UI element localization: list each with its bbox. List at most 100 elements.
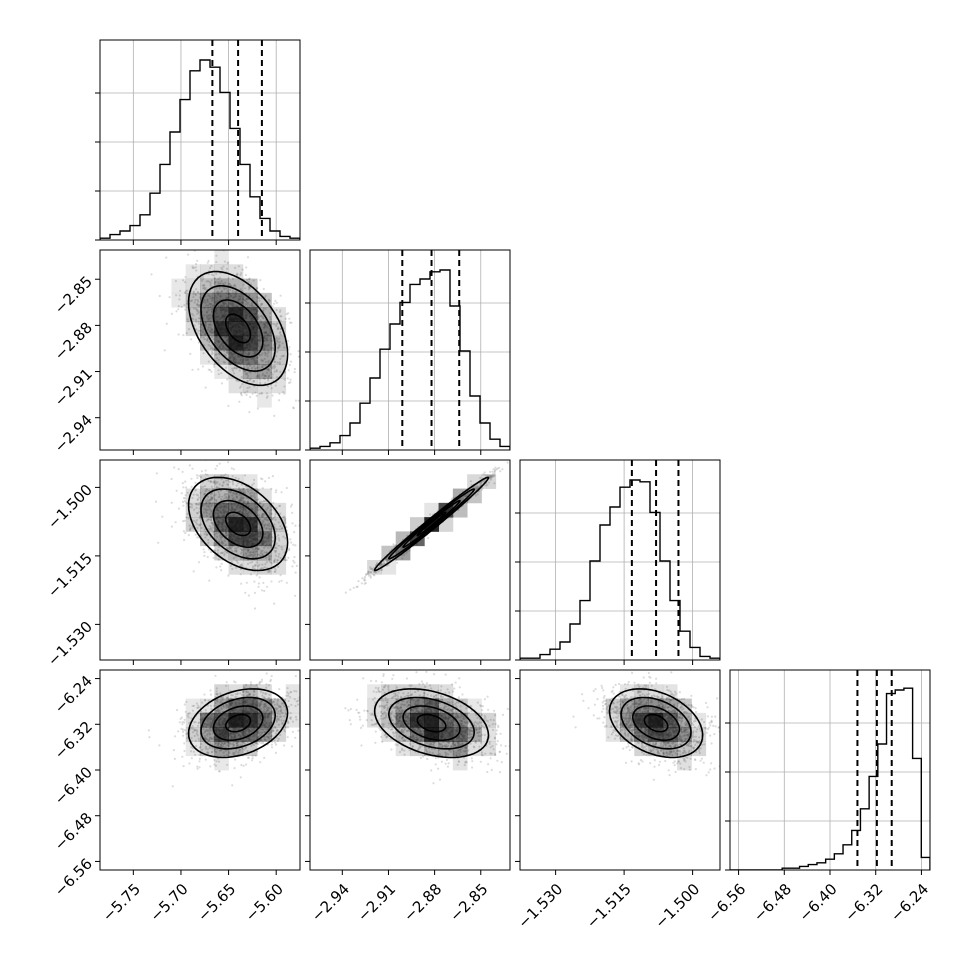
sample-point	[202, 485, 205, 488]
sample-point	[264, 382, 267, 385]
sample-point	[289, 378, 292, 381]
sample-point	[250, 491, 254, 494]
sample-point	[199, 336, 202, 339]
sample-point	[218, 276, 222, 279]
sample-point	[215, 487, 218, 490]
sample-point	[182, 486, 185, 489]
sample-point	[224, 281, 227, 284]
sample-point	[231, 481, 234, 484]
sample-point	[181, 500, 185, 503]
sample-point	[277, 341, 280, 344]
sample-point	[206, 508, 209, 511]
sample-point	[284, 518, 287, 521]
density-cell	[214, 307, 229, 322]
sample-point	[247, 548, 250, 552]
sample-point	[220, 551, 224, 555]
sample-point	[196, 303, 199, 306]
contour-line	[212, 299, 264, 358]
sample-point	[209, 502, 212, 505]
sample-point	[193, 266, 196, 269]
sample-point	[246, 549, 249, 552]
density-cell	[242, 531, 258, 547]
sample-point	[274, 491, 277, 494]
sample-point	[246, 562, 250, 566]
sample-point	[249, 377, 252, 381]
sample-point	[498, 466, 501, 469]
sample-point	[187, 320, 190, 323]
sample-point	[221, 542, 224, 545]
sample-point	[216, 291, 219, 294]
sample-point	[200, 322, 203, 326]
sample-point	[242, 283, 245, 286]
sample-point	[464, 494, 467, 497]
sample-point	[251, 567, 254, 570]
sample-point	[248, 287, 251, 290]
sample-point	[275, 308, 278, 312]
sample-point	[212, 338, 215, 341]
sample-point	[206, 300, 209, 303]
sample-point	[384, 558, 388, 561]
sample-point	[370, 571, 373, 574]
sample-point	[506, 461, 509, 464]
sample-point	[357, 580, 360, 583]
sample-point	[221, 484, 224, 487]
sample-point	[254, 291, 257, 294]
sample-point	[210, 497, 213, 500]
sample-point	[219, 565, 222, 568]
sample-point	[272, 302, 276, 305]
sample-point	[228, 547, 231, 551]
sample-point	[271, 518, 274, 521]
sample-point	[239, 386, 242, 389]
sample-point	[290, 360, 293, 363]
sample-point	[248, 277, 251, 280]
sample-point	[196, 290, 199, 293]
sample-point	[223, 361, 227, 364]
sample-point	[207, 527, 210, 531]
sample-point	[278, 553, 281, 556]
sample-point	[273, 414, 276, 417]
sample-point	[363, 577, 366, 580]
sample-point	[195, 506, 198, 509]
sample-point	[207, 360, 210, 363]
sample-point	[462, 496, 465, 499]
sample-point	[278, 345, 281, 348]
sample-point	[277, 555, 280, 558]
sample-point	[222, 542, 225, 545]
sample-point	[212, 556, 215, 560]
sample-point	[279, 319, 282, 322]
sample-point	[196, 511, 199, 515]
sample-point	[231, 497, 234, 500]
sample-point	[208, 330, 211, 333]
sample-point	[217, 283, 220, 286]
sample-point	[247, 490, 250, 493]
sample-point	[205, 502, 208, 505]
sample-point	[252, 494, 255, 497]
sample-point	[242, 497, 245, 500]
sample-point	[267, 375, 270, 379]
sample-point	[242, 488, 245, 491]
sample-point	[278, 337, 281, 340]
sample-point	[210, 517, 213, 520]
sample-point	[278, 310, 281, 313]
sample-point	[396, 561, 399, 564]
density-cell	[271, 321, 287, 337]
sample-point	[282, 354, 285, 357]
sample-point	[259, 304, 262, 307]
sample-point	[257, 488, 260, 491]
sample-point	[378, 564, 381, 567]
sample-point	[246, 256, 250, 259]
sample-point	[202, 287, 206, 290]
sample-point	[297, 399, 300, 402]
sample-point	[207, 505, 210, 508]
sample-point	[209, 324, 213, 327]
sample-point	[311, 412, 313, 414]
sample-point	[226, 483, 229, 486]
sample-point	[198, 524, 201, 527]
sample-point	[245, 393, 248, 396]
sample-point	[288, 549, 291, 552]
sample-point	[184, 486, 188, 489]
sample-point	[245, 373, 248, 376]
sample-point	[258, 354, 261, 357]
sample-point	[262, 500, 265, 503]
contour-line	[200, 285, 277, 372]
